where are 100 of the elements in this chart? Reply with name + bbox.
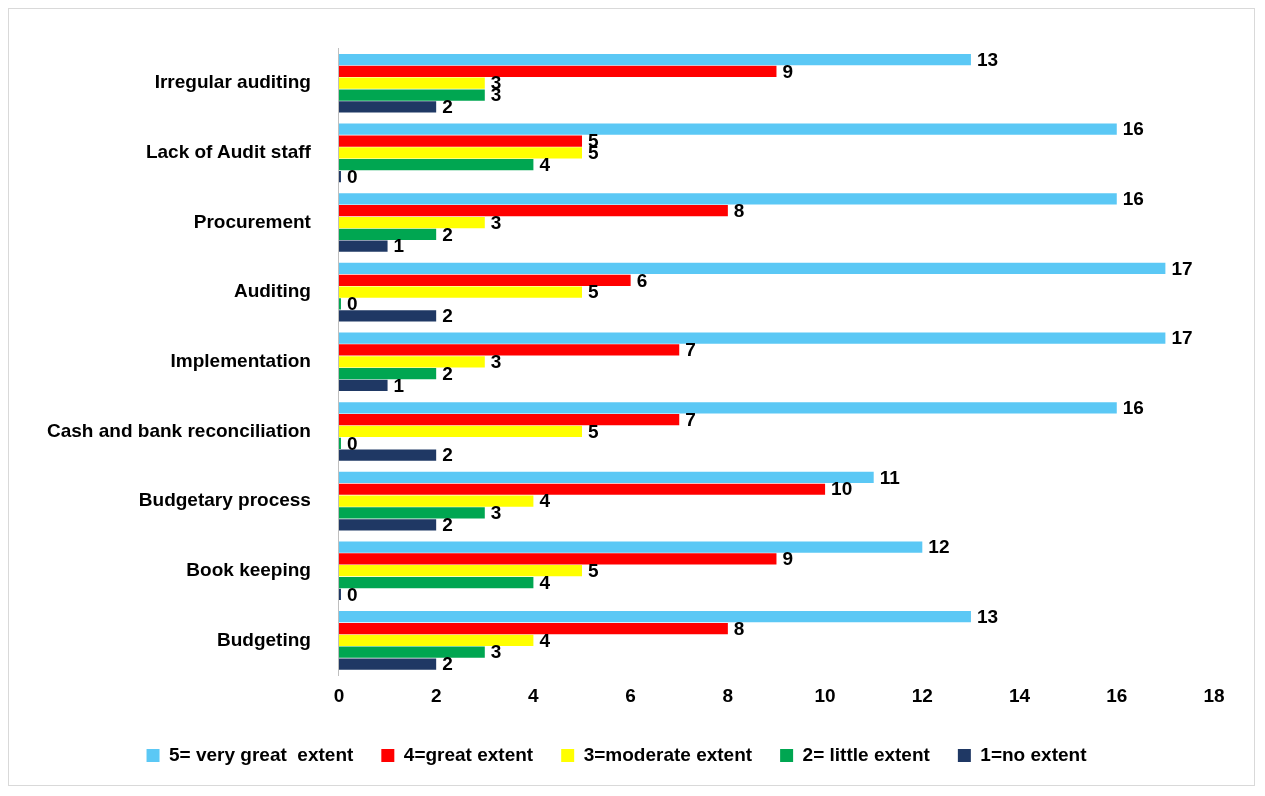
data-label: 16 xyxy=(1122,118,1144,140)
bar xyxy=(338,368,437,380)
data-label: 1 xyxy=(393,235,405,257)
data-label: 16 xyxy=(1122,188,1144,210)
data-label: 13 xyxy=(976,605,999,627)
bar xyxy=(338,193,1117,205)
y-tick-label: Procurement xyxy=(193,210,312,232)
data-label: 9 xyxy=(782,548,794,570)
data-label: 4 xyxy=(539,571,551,593)
legend-label: 1=no extent xyxy=(980,743,1088,765)
bar xyxy=(338,53,971,66)
data-label: 3 xyxy=(490,502,502,524)
bar xyxy=(338,658,437,670)
bar xyxy=(338,274,631,286)
data-label: 2 xyxy=(442,305,453,327)
bar xyxy=(338,65,777,78)
bar xyxy=(338,298,341,310)
bar xyxy=(338,89,485,101)
data-label: 3 xyxy=(490,211,502,233)
bar xyxy=(338,170,341,183)
bar xyxy=(338,425,583,438)
y-tick-label: Budgeting xyxy=(217,628,311,650)
data-label: 2 xyxy=(442,96,453,118)
bar xyxy=(338,344,680,356)
legend-label: 4=great extent xyxy=(403,743,534,765)
data-label: 5 xyxy=(588,559,600,581)
data-label: 16 xyxy=(1122,397,1144,418)
data-label: 1 xyxy=(393,374,405,396)
bar xyxy=(338,240,388,252)
x-tick-label: 2 xyxy=(430,684,442,706)
bar xyxy=(338,101,437,113)
data-label: 3 xyxy=(490,641,502,663)
x-tick-label: 10 xyxy=(814,684,836,706)
y-tick-label: Cash and bank reconciliation xyxy=(47,419,311,441)
data-label: 4 xyxy=(539,153,551,175)
legend-label: 3=moderate extent xyxy=(583,743,753,765)
bar xyxy=(338,228,437,240)
data-label: 2 xyxy=(442,223,453,245)
data-label: 8 xyxy=(733,617,745,639)
data-label: 0 xyxy=(346,432,358,454)
data-label: 6 xyxy=(636,269,648,291)
data-label: 4 xyxy=(539,490,551,512)
x-tick-label: 16 xyxy=(1106,684,1128,706)
data-label: 10 xyxy=(831,478,853,500)
bar xyxy=(338,310,437,322)
x-tick-label: 12 xyxy=(911,684,933,706)
bar xyxy=(338,402,1117,414)
bar xyxy=(338,379,388,392)
bar xyxy=(338,634,534,646)
x-tick-label: 6 xyxy=(625,684,636,706)
data-label: 9 xyxy=(782,60,794,82)
bar xyxy=(338,611,971,623)
data-label: 7 xyxy=(685,339,696,361)
data-label: 2 xyxy=(442,444,453,466)
bar xyxy=(338,483,826,495)
bar xyxy=(338,495,534,507)
bar xyxy=(338,135,583,147)
y-tick-label: Lack of Audit staff xyxy=(145,141,312,163)
bar xyxy=(338,286,583,298)
bar xyxy=(338,541,923,553)
bar xyxy=(338,519,437,531)
data-label: 13 xyxy=(976,48,999,70)
data-label: 0 xyxy=(346,583,358,605)
data-label: 2 xyxy=(442,653,453,675)
x-tick-label: 4 xyxy=(528,684,540,706)
y-tick-label: Book keeping xyxy=(186,558,311,580)
y-tick-label: Irregular auditing xyxy=(154,71,311,93)
bar xyxy=(338,205,728,217)
x-tick-label: 14 xyxy=(1008,684,1031,706)
x-tick-label: 8 xyxy=(722,684,734,706)
bar xyxy=(338,507,485,519)
data-label: 2 xyxy=(442,514,453,535)
bar xyxy=(338,576,534,589)
data-label: 17 xyxy=(1171,257,1193,279)
data-label: 12 xyxy=(928,536,950,558)
data-label: 0 xyxy=(346,293,358,315)
bar xyxy=(338,565,583,577)
bar xyxy=(338,123,1117,135)
bar xyxy=(338,159,534,171)
y-tick-label: Budgetary process xyxy=(138,489,311,511)
data-label: 5 xyxy=(588,281,600,303)
legend-label: 2= little extent xyxy=(802,743,931,765)
bar xyxy=(338,553,777,565)
bar xyxy=(338,449,437,461)
data-label: 17 xyxy=(1171,327,1193,349)
legend-label: 5= very great extent xyxy=(169,743,354,765)
data-label: 5 xyxy=(588,420,600,442)
bar xyxy=(338,622,728,635)
data-label: 0 xyxy=(346,165,358,187)
bar xyxy=(338,332,1166,344)
bar xyxy=(338,588,341,601)
data-label: 4 xyxy=(539,629,551,651)
data-label: 8 xyxy=(733,199,745,221)
y-tick-label: Auditing xyxy=(233,280,311,302)
bar xyxy=(338,262,1166,275)
x-tick-label: 18 xyxy=(1203,684,1225,706)
data-label: 3 xyxy=(490,351,502,373)
bar xyxy=(338,646,485,658)
x-tick-label: 0 xyxy=(333,684,345,706)
bar xyxy=(338,471,874,484)
